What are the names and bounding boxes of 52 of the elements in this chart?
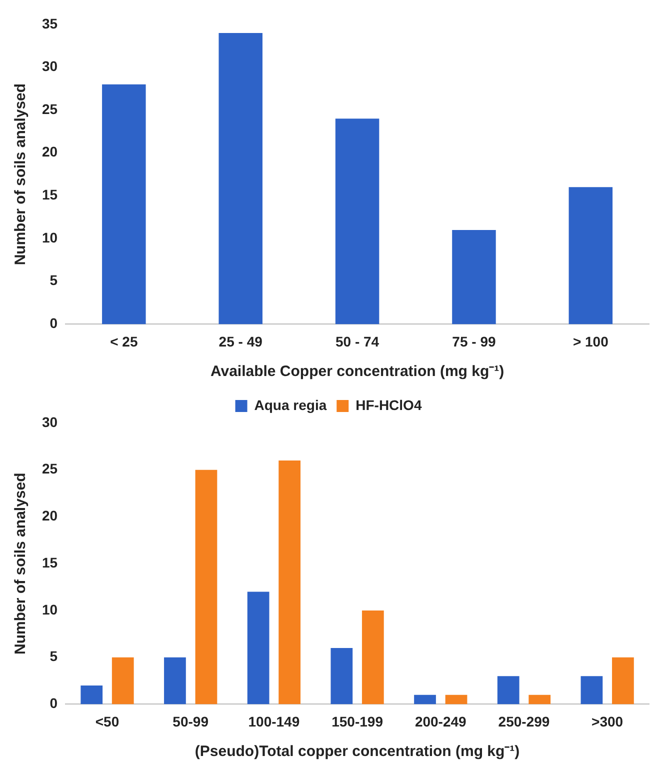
- y-tick-label: 15: [42, 186, 58, 203]
- x-axis-title: (Pseudo)Total copper concentration (mg kg⁻¹): [194, 743, 520, 760]
- x-tick-label: 250-299: [498, 713, 550, 730]
- y-tick-label: 15: [42, 554, 58, 570]
- bar: [445, 694, 468, 704]
- bar: [497, 676, 520, 704]
- x-tick-label: 200-249: [414, 713, 467, 730]
- bar: [414, 694, 436, 704]
- x-tick-label: 75 - 99: [452, 333, 496, 350]
- bar: [612, 657, 634, 704]
- x-tick-label: > 100: [572, 333, 609, 350]
- x-tick-label: 25 - 49: [218, 333, 263, 350]
- bar: [218, 32, 262, 324]
- x-tick-label: <50: [95, 713, 120, 730]
- bar: [528, 694, 551, 704]
- y-axis-title: Number of soils analysed: [12, 472, 30, 654]
- y-tick-label: 10: [42, 601, 58, 618]
- y-tick-label: 30: [42, 58, 58, 74]
- x-tick-label: < 25: [110, 333, 138, 350]
- y-axis-title: Number of soils analysed: [12, 83, 30, 266]
- bar: [278, 460, 301, 704]
- bar: [112, 657, 134, 704]
- bar: [164, 657, 186, 704]
- y-tick-label: 35: [42, 15, 58, 32]
- x-tick-label: 50-99: [172, 713, 209, 730]
- bar: [452, 230, 496, 324]
- bar: [335, 118, 380, 324]
- y-tick-label: 10: [42, 229, 58, 246]
- legend-label: HF-HClO4: [356, 396, 422, 413]
- y-tick-label: 30: [42, 414, 58, 430]
- y-tick-label: 5: [50, 272, 58, 288]
- x-tick-label: 150-199: [332, 713, 384, 730]
- bar: [102, 84, 146, 324]
- x-axis-title: Available Copper concentration (mg kg⁻¹): [210, 363, 504, 380]
- y-tick-label: 25: [42, 460, 58, 477]
- y-tick-label: 0: [50, 315, 58, 332]
- bar: [195, 470, 218, 704]
- x-tick-label: >300: [592, 713, 624, 730]
- bar: [330, 648, 353, 704]
- x-tick-label: 100-149: [248, 713, 300, 730]
- bar: [568, 187, 613, 324]
- bar: [247, 592, 270, 704]
- x-tick-label: 50 - 74: [335, 333, 380, 350]
- bar: [362, 610, 384, 704]
- legend-label: Aqua regia: [254, 396, 327, 413]
- y-tick-label: 5: [50, 648, 58, 664]
- bar: [580, 676, 603, 704]
- y-tick-label: 20: [42, 508, 58, 524]
- y-tick-label: 0: [50, 695, 58, 712]
- y-tick-label: 25: [42, 100, 58, 117]
- y-tick-label: 20: [42, 144, 58, 160]
- bar: [80, 685, 103, 704]
